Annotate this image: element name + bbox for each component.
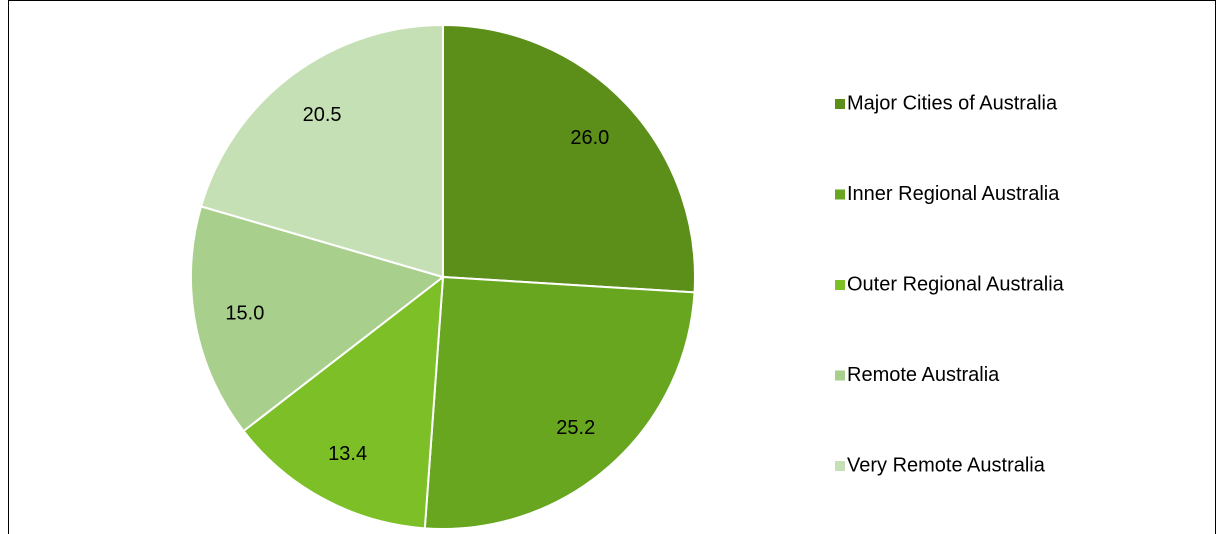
data-label: 13.4: [328, 443, 367, 465]
legend-swatch: [835, 370, 845, 381]
legend-label: Remote Australia: [847, 364, 1000, 386]
legend-label: Outer Regional Australia: [847, 273, 1065, 295]
pie-slice: [190, 205, 446, 433]
data-label: 20.5: [303, 104, 342, 126]
legend-swatch: [835, 99, 845, 109]
pie-slice: [199, 23, 444, 279]
data-label: 15.0: [225, 303, 264, 325]
pie-slice: [423, 275, 696, 530]
legend-label: Inner Regional Australia: [847, 183, 1060, 205]
legend-label: Major Cities of Australia: [847, 92, 1058, 114]
legend-swatch: [835, 189, 845, 200]
data-label: 25.2: [556, 417, 595, 439]
legend-swatch: [835, 461, 845, 471]
data-label: 26.0: [570, 127, 609, 149]
pie-slice: [242, 274, 445, 530]
legend-swatch: [835, 280, 845, 290]
legend-label: Very Remote Australia: [847, 454, 1046, 476]
pie-slice: [442, 23, 696, 294]
